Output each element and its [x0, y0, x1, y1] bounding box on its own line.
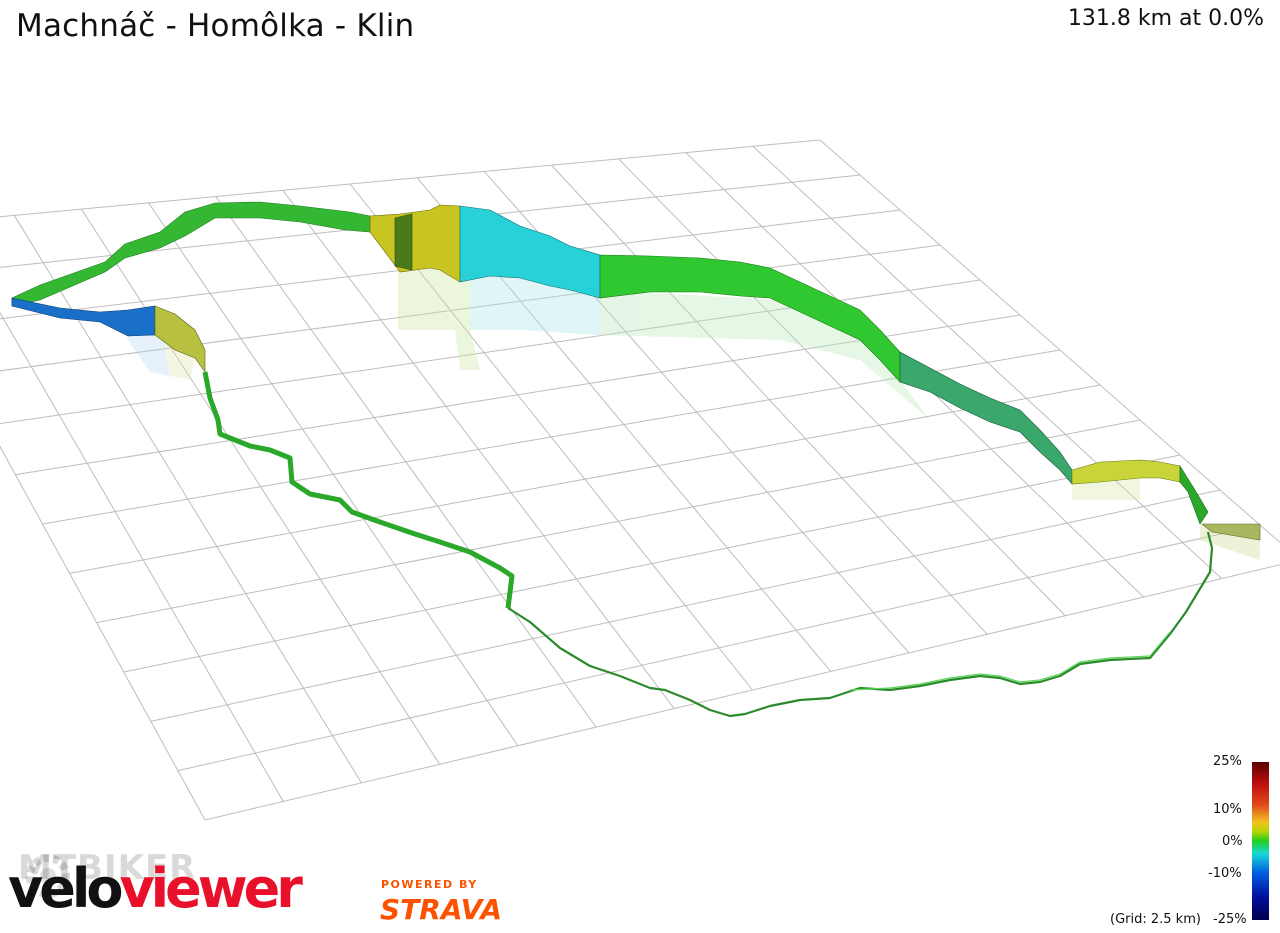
- grid-line: [0, 244, 941, 372]
- grid-line: [42, 349, 1061, 525]
- veloviewer-logo[interactable]: veloviewer: [8, 862, 303, 916]
- legend-label-10: 10%: [1213, 802, 1242, 817]
- strava-logo[interactable]: STRAVA: [380, 893, 503, 926]
- grid-line: [123, 454, 1181, 673]
- ribbon-segment-west-descent: [11, 297, 156, 337]
- legend-label-25: 25%: [1213, 754, 1242, 769]
- grid-line: [150, 489, 1221, 722]
- ribbon-segment-north-west: [11, 201, 371, 307]
- grid-line: [204, 564, 1280, 821]
- grid-line: [177, 524, 1261, 772]
- legend-label-minus25: -25%: [1213, 912, 1247, 927]
- route-summary: 131.8 km at 0.0%: [1067, 6, 1264, 31]
- grid-line: [15, 314, 1021, 476]
- veloviewer-logo-viewer: viewer: [119, 857, 302, 920]
- route-line-south: [507, 531, 1214, 718]
- grid-scale-note: (Grid: 2.5 km): [1110, 912, 1201, 927]
- powered-by-label: POWERED BY: [381, 878, 478, 891]
- grid-line: [0, 139, 821, 218]
- veloviewer-logo-velo: velo: [8, 857, 123, 920]
- legend-label-minus10: -10%: [1208, 866, 1242, 881]
- ribbon-segment-finish-flag: [1201, 523, 1261, 541]
- route-title: Machnáč - Homôlka - Klin: [16, 8, 415, 44]
- grid-line: [69, 384, 1101, 574]
- grid-line: [96, 419, 1141, 624]
- gear-icon: [26, 854, 70, 898]
- ribbon-segment-summit: [394, 213, 413, 271]
- ribbon-segment-east-end: [1179, 464, 1209, 525]
- gradient-legend-bar: [1252, 762, 1269, 920]
- route-line-south-highlight: [849, 631, 1171, 691]
- mtbiker-watermark: MTBIKER: [18, 848, 197, 888]
- ribbon-segment-east-descent: [899, 351, 1073, 485]
- route-line-west: [202, 371, 515, 609]
- route-ribbon[interactable]: [11, 201, 1261, 718]
- legend-label-0: 0%: [1222, 834, 1243, 849]
